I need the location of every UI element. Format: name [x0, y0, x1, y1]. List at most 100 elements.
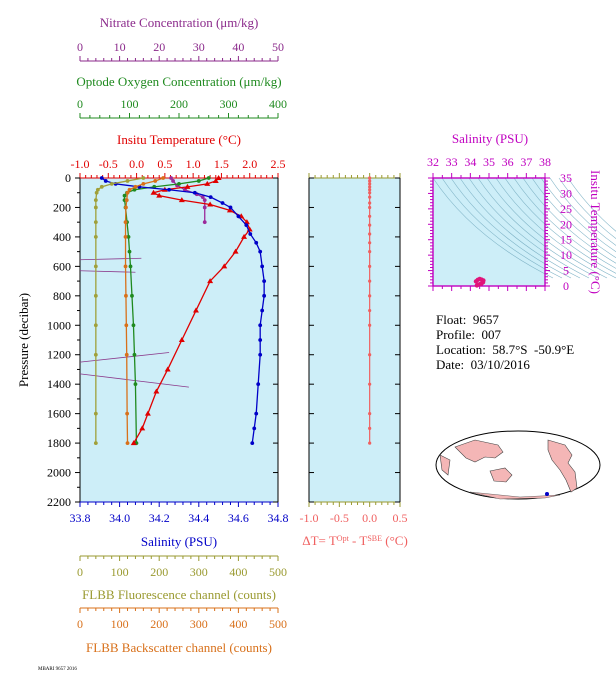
- oxygen-point: [127, 249, 132, 254]
- ts-y-axis-title: Insitu Temperature (°C): [588, 170, 603, 294]
- backscatter-point: [141, 181, 146, 186]
- salinity-point: [258, 249, 263, 254]
- salinity-point: [244, 223, 249, 228]
- ts-x-tick-label: 33: [446, 155, 458, 169]
- land-antarctica: [469, 491, 561, 500]
- main-series: [79, 175, 267, 446]
- float-id: Float: 9657: [436, 312, 499, 327]
- oxygen-point: [196, 179, 201, 183]
- delta-t-point: [368, 205, 372, 210]
- density-isoline: [522, 177, 616, 264]
- oxygen-point: [133, 382, 138, 387]
- temperature-point: [215, 175, 222, 180]
- ts-y-tick-label: 15: [560, 233, 572, 247]
- backscatter-point: [123, 264, 128, 269]
- salinity-point: [258, 338, 263, 342]
- oxygen-point: [132, 352, 137, 357]
- temperature-point: [192, 307, 199, 313]
- delta-t-point: [368, 279, 372, 283]
- backscatter-tick-label: 100: [111, 617, 129, 631]
- temperature-point: [178, 337, 185, 342]
- ts-y-tick-label: 10: [560, 248, 572, 262]
- pressure-axis: 0 200 400 600 800 1000 1200 1400 1600 1800 2000 220…: [16, 171, 278, 509]
- fluorescence-tick-label: 100: [111, 565, 129, 579]
- nitrate-tick-label: 20: [153, 40, 165, 54]
- backscatter-series-line: [124, 177, 164, 444]
- backscatter-point: [124, 205, 128, 210]
- main-bottom-axes: 33.8 34.0 34.2 34.4 34.6 34.8 Salinity (PSU) 0 1…: [70, 501, 289, 655]
- delta-t-point: [368, 188, 372, 192]
- backscatter-point: [125, 190, 130, 195]
- pressure-axis-title: Pressure (decibar): [16, 293, 31, 387]
- salinity-point: [99, 176, 104, 180]
- temperature-point: [204, 180, 211, 186]
- fluorescence-point: [93, 441, 98, 445]
- backscatter-point: [127, 187, 132, 192]
- backscatter-tick-label: 0: [77, 617, 83, 631]
- nitrate-point: [202, 220, 207, 225]
- delta-t-point: [368, 264, 372, 268]
- density-isoline: [459, 177, 581, 279]
- delta-t-axis-title: ΔT= TOpt - TSBE (°C): [302, 533, 408, 548]
- ts-y-tick-label: 35: [560, 171, 572, 185]
- profile-number: Profile: 007: [436, 327, 501, 342]
- backscatter-tick-label: 400: [229, 617, 247, 631]
- land-africa: [439, 454, 451, 476]
- delta-t-point: [368, 441, 372, 445]
- reference-line: [79, 352, 170, 363]
- delta-t-point: [368, 232, 372, 236]
- density-isoline: [486, 177, 608, 279]
- salinity-point: [262, 279, 267, 283]
- delta-t-plot-area: [308, 177, 401, 503]
- temperature-point: [150, 189, 157, 195]
- temperature-point: [153, 388, 160, 394]
- pressure-tick-label: 200: [53, 200, 71, 214]
- delta-t-point: [368, 191, 372, 195]
- delta-t-tick-label: 0.5: [393, 511, 408, 525]
- delta-t-point: [368, 185, 372, 189]
- salinity-point: [220, 201, 225, 205]
- pressure-tick-label: 400: [53, 230, 71, 244]
- salinity-point: [208, 195, 213, 200]
- fluorescence-tick-label: 0: [77, 565, 83, 579]
- globe-map: [435, 430, 601, 500]
- delta-t-point: [368, 223, 372, 227]
- pressure-tick-label: 0: [65, 171, 71, 185]
- delta-t-point: [368, 182, 372, 186]
- ts-title: Salinity (PSU): [452, 131, 528, 146]
- ts-y-tick-label: 30: [560, 186, 572, 200]
- temperature-axis-title: Insitu Temperature (°C): [117, 132, 241, 147]
- nitrate-point: [202, 198, 207, 202]
- nitrate-axis-title: Nitrate Concentration (μm/kg): [100, 15, 259, 30]
- ts-series: [473, 276, 486, 288]
- salinity-point: [228, 205, 233, 210]
- pressure-tick-label: 1200: [47, 348, 71, 362]
- ts-y-tick-label: 5: [563, 264, 569, 278]
- delta-t-point: [368, 250, 372, 254]
- delta-t-point: [368, 308, 372, 313]
- fluorescence-point: [95, 187, 100, 192]
- temperature-tick-label: 1.5: [214, 157, 229, 171]
- density-isoline: [540, 177, 616, 253]
- backscatter-axis-title: FLBB Backscatter channel (counts): [86, 640, 272, 655]
- oxygen-point: [128, 264, 133, 269]
- fluorescence-axis-title: FLBB Fluorescence channel (counts): [82, 587, 276, 602]
- salinity-point: [254, 240, 259, 245]
- density-isoline: [567, 177, 616, 232]
- oxygen-axis-title: Optode Oxygen Concentration (μm/kg): [76, 74, 281, 89]
- backscatter-point: [124, 352, 129, 357]
- temperature-tick-label: 1.0: [186, 157, 201, 171]
- ts-x-tick-label: 34: [464, 155, 476, 169]
- ts-x-tick-label: 35: [483, 155, 495, 169]
- pressure-tick-label: 1000: [47, 318, 71, 332]
- density-isoline: [441, 177, 563, 279]
- delta-t-point: [368, 412, 372, 416]
- oxygen-tick-label: 300: [220, 97, 238, 111]
- pressure-tick-label: 600: [53, 259, 71, 273]
- fluorescence-point: [93, 352, 98, 357]
- delta-t-tick-label: -0.5: [330, 511, 349, 525]
- temperature-point: [178, 197, 185, 203]
- temperature-point: [212, 177, 219, 183]
